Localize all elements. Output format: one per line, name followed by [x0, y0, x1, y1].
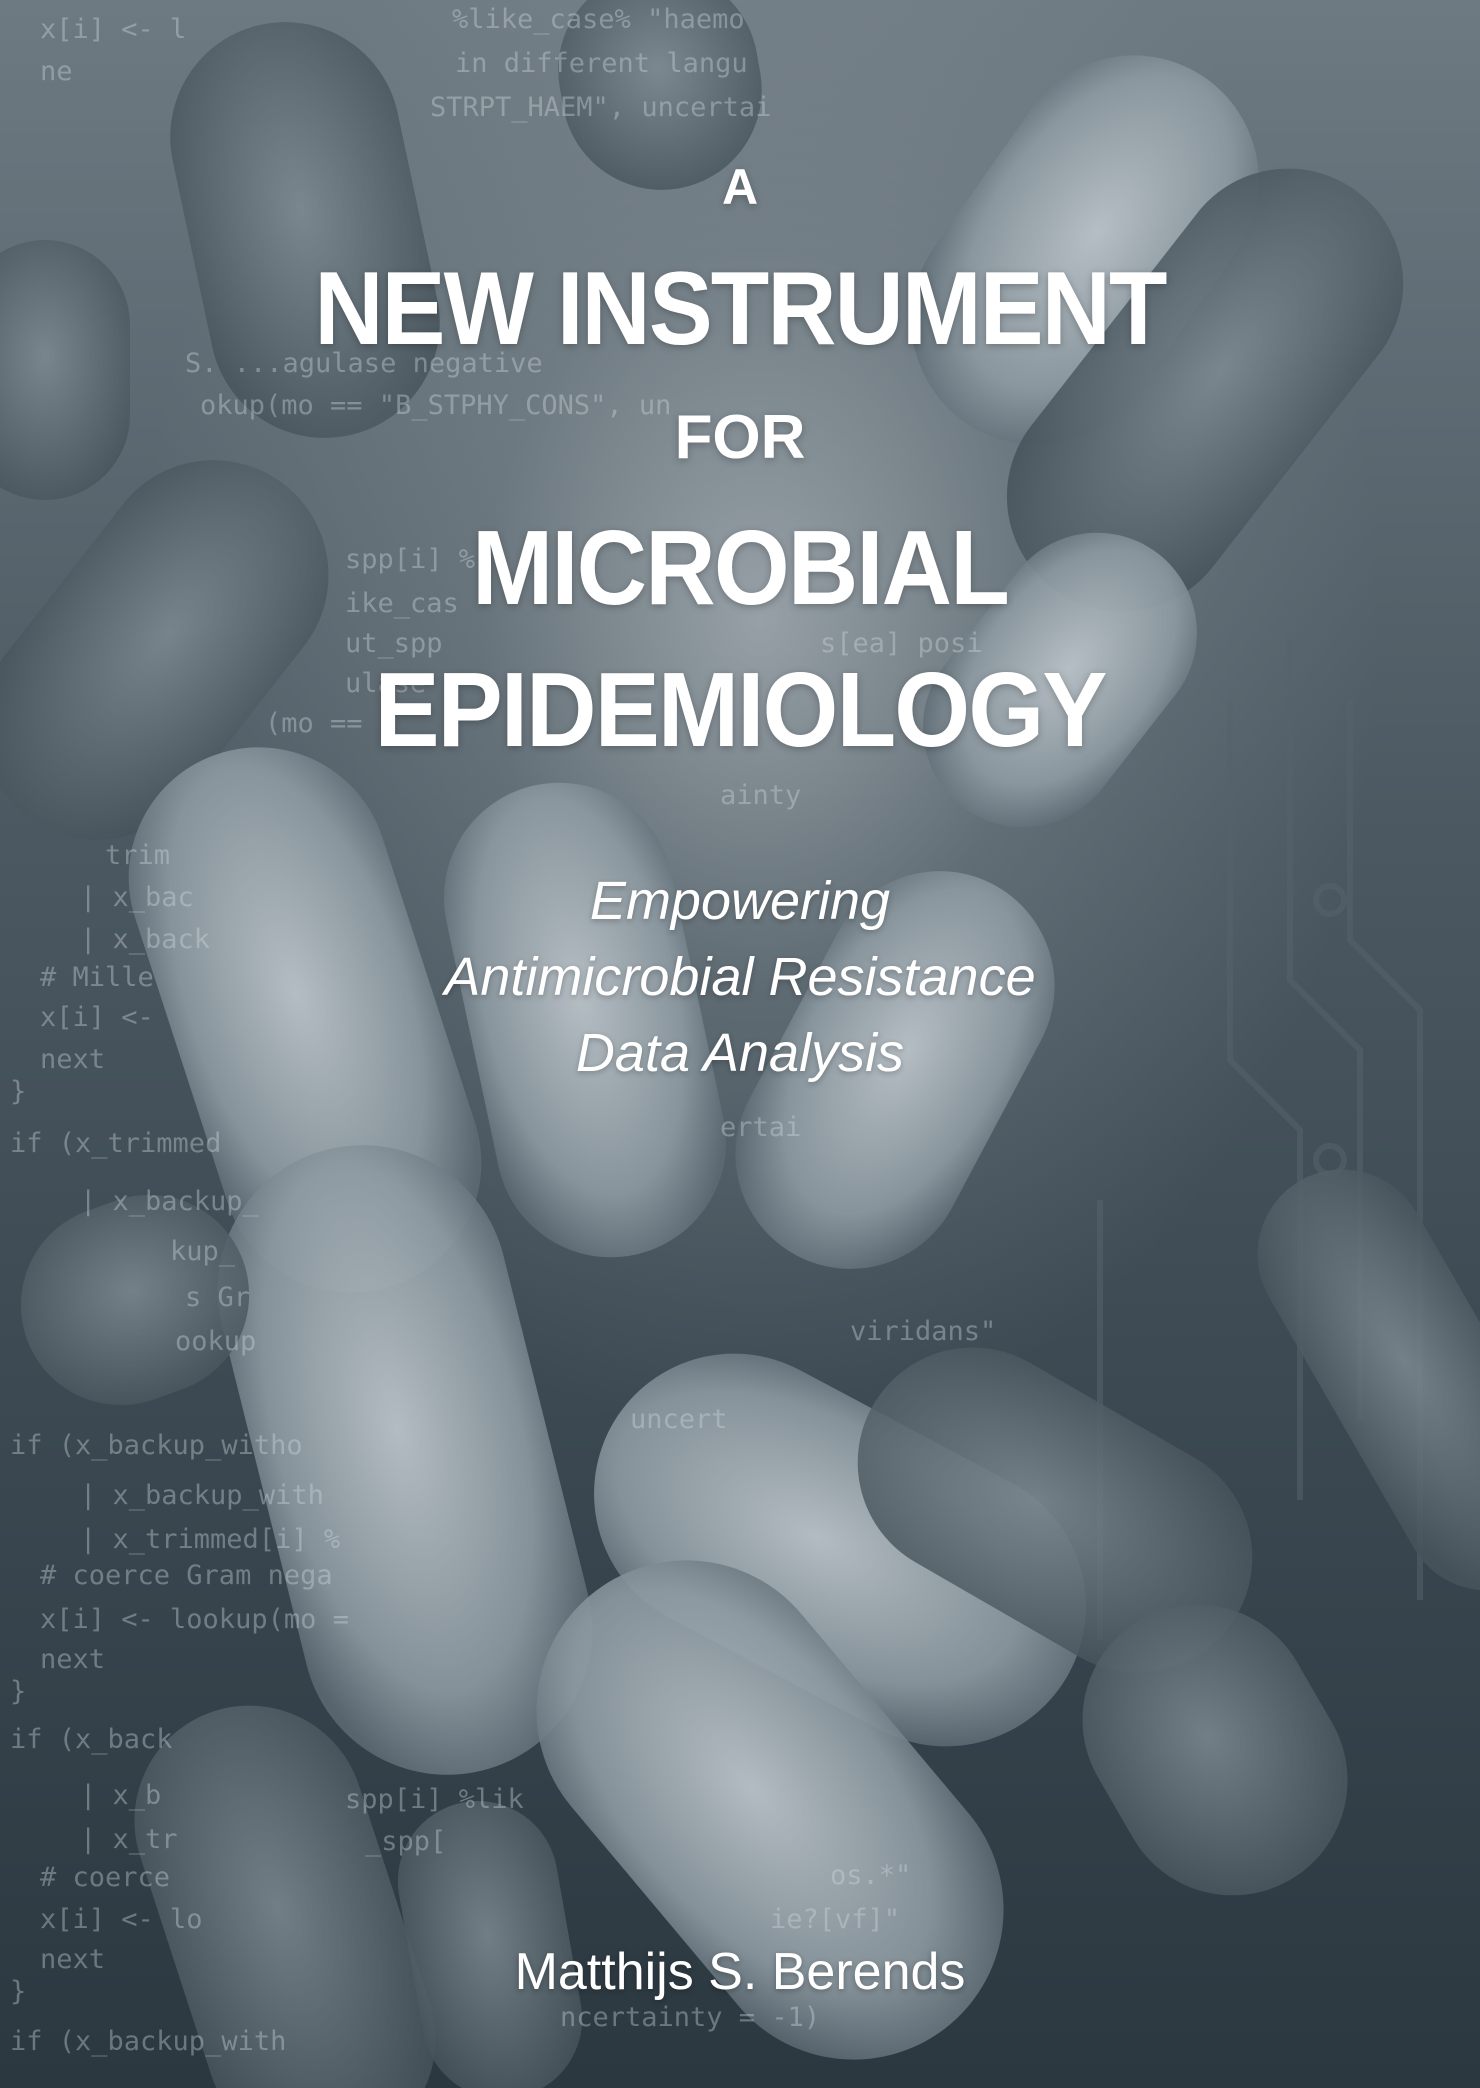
code-line: trim — [105, 840, 171, 871]
code-line: ne — [40, 56, 73, 87]
author-name: Matthijs S. Berends — [514, 1943, 966, 2001]
code-line: x[i] <- lo — [40, 1904, 203, 1935]
title-line-for: FOR — [674, 403, 806, 472]
code-line: } — [10, 1676, 27, 1707]
title-line-microbial: MICROBIAL — [471, 509, 1010, 627]
code-line: spp[i] % — [345, 544, 476, 575]
code-line: viridans" — [850, 1316, 997, 1347]
code-line: okup(mo == "B_STPHY_CONS", un — [200, 390, 672, 421]
code-line: ookup — [175, 1326, 257, 1357]
code-line: next — [40, 1944, 106, 1975]
code-line: S. ...agulase negative — [185, 348, 543, 379]
code-line: next — [40, 1644, 106, 1675]
code-line: # coerce — [40, 1862, 171, 1893]
code-line: _spp[ — [365, 1826, 447, 1857]
code-line: spp[i] %lik — [345, 1784, 524, 1815]
code-line: # coerce Gram nega — [40, 1560, 333, 1591]
code-line: ut_spp — [345, 628, 443, 659]
code-line: ncertainty = -1) — [560, 2002, 821, 2033]
code-line: %like_case% "haemo — [452, 4, 745, 35]
code-line: ainty — [720, 780, 802, 811]
code-line: (mo == — [265, 708, 363, 739]
code-line: if (x_backup_witho — [10, 1430, 303, 1461]
code-line: in different langu — [455, 48, 748, 79]
title-line-a: A — [721, 159, 759, 215]
code-line: } — [10, 1076, 27, 1107]
code-line: | x_back — [80, 924, 211, 955]
code-line: x[i] <- l — [40, 14, 187, 45]
subtitle-line-1: Empowering — [589, 871, 891, 931]
code-line: } — [10, 1976, 27, 2007]
code-line: | x_backup_with — [80, 1480, 324, 1511]
code-line: s Gr — [185, 1282, 251, 1313]
code-line: STRPT_HAEM", uncertai — [430, 92, 772, 123]
title-line-new-instrument: NEW INSTRUMENT — [314, 251, 1167, 367]
code-line: | x_backup_ — [80, 1186, 259, 1217]
code-line: | x_trimmed[i] % — [80, 1524, 341, 1555]
code-line: x[i] <- lookup(mo = — [40, 1604, 349, 1635]
code-line: next — [40, 1044, 106, 1075]
code-line: os.*" — [830, 1860, 912, 1891]
code-line: kup_ — [170, 1236, 236, 1267]
code-line: ike_cas — [345, 588, 459, 619]
code-line: | x_bac — [80, 882, 194, 913]
code-line: ie?[vf]" — [770, 1904, 901, 1935]
code-line: if (x_backup_with — [10, 2026, 287, 2057]
code-line: ulase — [345, 668, 427, 699]
code-line: | x_tr — [80, 1824, 178, 1855]
subtitle-line-3: Data Analysis — [575, 1023, 905, 1083]
code-line: uncert — [630, 1404, 728, 1435]
title-line-epidemiology: EPIDEMIOLOGY — [374, 651, 1107, 769]
subtitle-line-2: Antimicrobial Resistance — [444, 947, 1036, 1007]
code-line: if (x_trimmed — [10, 1128, 222, 1159]
code-line: | x_b — [80, 1780, 162, 1811]
code-line: x[i] <- — [40, 1002, 154, 1033]
code-line: if (x_back — [10, 1724, 173, 1755]
code-line: ertai — [720, 1112, 802, 1143]
code-line: # Mille — [40, 962, 154, 993]
code-line: s[ea] posi — [820, 628, 983, 659]
